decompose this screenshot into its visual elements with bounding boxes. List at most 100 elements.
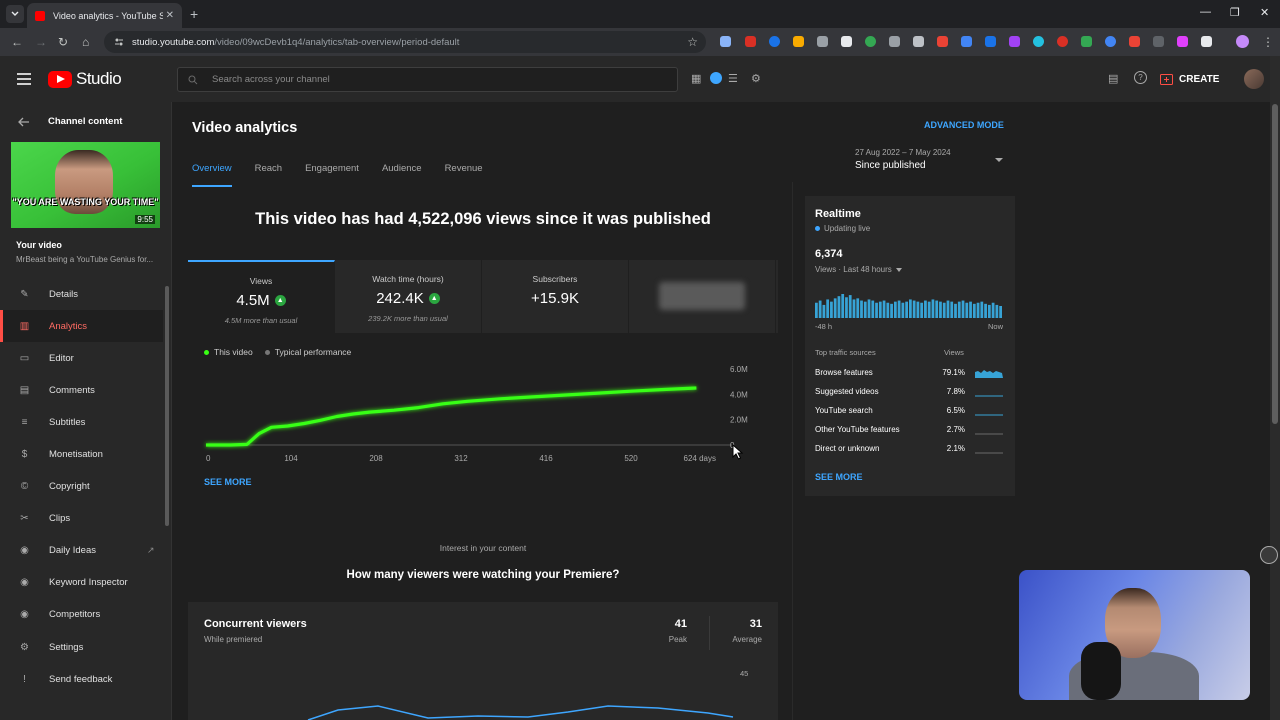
sidebar-item-subtitles[interactable]: ≡ Subtitles [0, 406, 163, 438]
address-bar[interactable]: studio.youtube.com/video/09wcDevb1q4/ana… [104, 31, 706, 53]
extension-icon[interactable] [889, 36, 900, 47]
sidebar-item-comments[interactable]: ▤ Comments [0, 374, 163, 406]
metric-subscribers[interactable]: Subscribers +15.9K [482, 260, 629, 333]
traffic-source-row[interactable]: Suggested videos 7.8% [815, 387, 1005, 406]
extension-grid-icon[interactable]: ▦ [691, 73, 702, 85]
messages-icon[interactable]: ▤ [1108, 73, 1119, 85]
series-line-this-video [206, 386, 697, 447]
extension-icon[interactable] [769, 36, 780, 47]
search-input[interactable]: Search across your channel [177, 67, 678, 92]
blurred-metric [659, 282, 745, 310]
create-button[interactable]: CREATE [1160, 69, 1219, 89]
extension-icon[interactable] [793, 36, 804, 47]
minimize-icon[interactable]: — [1200, 6, 1211, 18]
extension-icon[interactable] [745, 36, 756, 47]
traffic-source-row[interactable]: YouTube search 6.5% [815, 406, 1005, 425]
floating-widget-icon[interactable] [1260, 546, 1278, 564]
chevron-down-icon [995, 158, 1003, 162]
metric-views[interactable]: Views 4.5M ▲ 4.5M more than usual [188, 260, 335, 333]
extension-icon[interactable] [865, 36, 876, 47]
tab-overview[interactable]: Overview [192, 163, 232, 187]
site-info-icon[interactable] [114, 37, 124, 47]
sidebar-item-details[interactable]: ✎ Details [0, 278, 163, 310]
realtime-bar-chart[interactable] [815, 288, 1003, 318]
extension-icon[interactable] [1153, 36, 1164, 47]
views-chart[interactable]: 0 104 208 312 416 520 624 days 0 2.0M 4.0M 6.0M [188, 359, 778, 469]
browser-tab-active[interactable]: Video analytics - YouTube Studio ✕ [27, 3, 182, 28]
youtube-logo-icon[interactable] [48, 71, 72, 88]
back-icon[interactable]: ← [11, 35, 23, 49]
source-sparkline [975, 433, 1003, 435]
bookmark-star-icon[interactable]: ☆ [687, 35, 698, 49]
extension-icon[interactable] [817, 36, 828, 47]
traffic-source-row[interactable]: Direct or unknown 2.1% [815, 444, 1005, 463]
sidebar-item-analytics[interactable]: ▥ Analytics [0, 310, 163, 342]
extension-icon[interactable] [1033, 36, 1044, 47]
extension-icon[interactable] [913, 36, 924, 47]
help-icon[interactable]: ? [1134, 71, 1147, 84]
vidiq-icon[interactable] [710, 72, 722, 84]
page-scrollbar-thumb[interactable] [1272, 104, 1278, 424]
extension-icon[interactable] [1105, 36, 1116, 47]
extension-icon[interactable] [961, 36, 972, 47]
period-dropdown[interactable]: 27 Aug 2022 – 7 May 2024 Since published [855, 148, 1003, 171]
restore-icon[interactable]: ❐ [1230, 7, 1240, 19]
sidebar-item-monetisation[interactable]: $ Monetisation [0, 438, 163, 470]
metric-hidden[interactable] [629, 260, 776, 333]
traffic-source-row[interactable]: Browse features 79.1% [815, 368, 1005, 387]
metric-watch-time[interactable]: Watch time (hours) 242.4K ▲ 239.2K more t… [335, 260, 482, 333]
home-icon[interactable]: ⌂ [82, 35, 90, 49]
see-more-views-button[interactable]: SEE MORE [204, 477, 252, 487]
sidebar-item-clips[interactable]: ✂ Clips [0, 502, 163, 534]
sidebar-scrollbar[interactable] [165, 286, 169, 526]
advanced-mode-button[interactable]: ADVANCED MODE [924, 120, 1004, 130]
source-pct: 2.1% [946, 444, 965, 453]
tab-reach[interactable]: Reach [254, 163, 283, 174]
realtime-period-dropdown[interactable]: Views · Last 48 hours [815, 265, 902, 274]
extension-icon[interactable] [1129, 36, 1140, 47]
sidebar-item-settings[interactable]: ⚙ Settings [0, 631, 163, 663]
sidebar-item-keyword-inspector[interactable]: ◉ Keyword Inspector [0, 566, 163, 598]
tubebuddy-icon[interactable]: ⚙ [751, 73, 761, 85]
sidebar-item-editor[interactable]: ▭ Editor [0, 342, 163, 374]
account-avatar[interactable] [1244, 69, 1264, 89]
sidebar-item-label: Competitors [49, 608, 101, 620]
list-icon[interactable]: ☰ [728, 73, 738, 85]
extension-icon[interactable] [1009, 36, 1020, 47]
traffic-source-row[interactable]: Other YouTube features 2.7% [815, 425, 1005, 444]
forward-icon[interactable]: → [35, 35, 47, 49]
extension-icon[interactable] [937, 36, 948, 47]
studio-brand[interactable]: Studio [76, 69, 122, 88]
page-scrollbar[interactable] [1270, 56, 1280, 720]
tab-search-button[interactable] [6, 5, 24, 23]
tab-audience[interactable]: Audience [381, 163, 422, 174]
realtime-bar [987, 304, 991, 318]
sidebar-item-copyright[interactable]: © Copyright [0, 470, 163, 502]
extension-icon[interactable] [1081, 36, 1092, 47]
window-close-icon[interactable]: ✕ [1260, 7, 1270, 19]
sidebar-item-send-feedback[interactable]: ! Send feedback [0, 663, 163, 695]
back-to-channel-content[interactable]: Channel content [18, 116, 122, 127]
metric-value: 4.5M [236, 292, 270, 309]
new-tab-button[interactable]: + [190, 6, 199, 22]
see-more-realtime-button[interactable]: SEE MORE [815, 472, 863, 482]
extension-icon[interactable] [985, 36, 996, 47]
extension-icon[interactable] [720, 36, 731, 47]
browser-menu-icon[interactable]: ⋮ [1262, 35, 1274, 49]
profile-avatar[interactable] [1236, 35, 1249, 48]
reload-icon[interactable]: ↻ [58, 35, 69, 49]
video-title[interactable]: MrBeast being a YouTube Genius for... [16, 255, 154, 264]
extension-icon[interactable] [841, 36, 852, 47]
sidebar-item-label: Keyword Inspector [49, 576, 128, 588]
sidebar-item-competitors[interactable]: ◉ Competitors [0, 598, 163, 630]
extension-icon[interactable] [1057, 36, 1068, 47]
tab-revenue[interactable]: Revenue [444, 163, 483, 174]
extensions-puzzle-icon[interactable] [1201, 36, 1212, 47]
tab-engagement[interactable]: Engagement [305, 163, 359, 174]
hamburger-menu-icon[interactable] [17, 73, 31, 88]
external-link-icon: ↗ [147, 544, 155, 555]
sidebar-item-daily-ideas[interactable]: ◉ Daily Ideas ↗ [0, 534, 163, 566]
tab-close-icon[interactable]: ✕ [165, 10, 174, 21]
video-thumbnail[interactable]: "YOU ARE WASTING YOUR TIME" 9:55 [11, 142, 160, 228]
extension-icon[interactable] [1177, 36, 1188, 47]
